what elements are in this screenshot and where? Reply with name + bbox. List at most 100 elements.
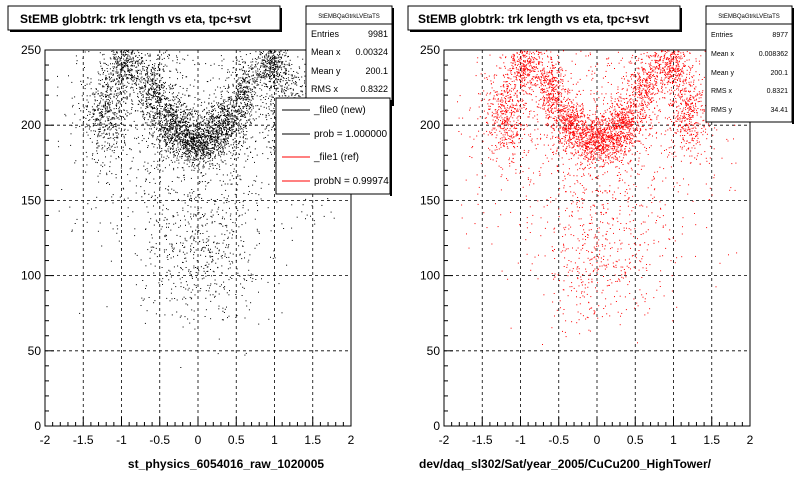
data-point — [189, 296, 191, 298]
data-point — [255, 87, 257, 89]
data-point — [234, 99, 236, 101]
data-point — [274, 88, 276, 90]
data-point — [118, 83, 119, 85]
data-point — [271, 50, 273, 52]
data-point — [215, 133, 217, 135]
data-point — [194, 147, 196, 149]
data-point — [198, 167, 200, 169]
data-point — [157, 197, 159, 199]
data-point — [206, 124, 208, 126]
data-point — [165, 51, 166, 53]
data-point — [208, 129, 210, 131]
data-point — [133, 65, 135, 67]
data-point — [104, 141, 106, 143]
data-point — [107, 118, 109, 120]
data-point — [186, 153, 188, 155]
data-point — [111, 50, 113, 52]
data-point — [217, 214, 219, 215]
data-point — [105, 64, 107, 65]
data-point — [83, 107, 85, 109]
data-point — [115, 115, 117, 117]
data-point — [108, 94, 110, 96]
data-point — [178, 162, 180, 164]
data-point — [259, 53, 261, 55]
data-point — [95, 207, 97, 209]
data-point — [235, 120, 237, 122]
data-point — [153, 94, 154, 96]
data-point — [163, 127, 165, 128]
data-point — [202, 153, 204, 155]
data-point — [94, 96, 96, 98]
data-point — [202, 225, 204, 227]
data-point — [291, 95, 293, 97]
data-point — [183, 247, 185, 248]
data-point — [152, 107, 154, 109]
data-point — [118, 110, 120, 112]
data-point — [162, 87, 164, 89]
data-point — [196, 158, 197, 160]
data-point — [179, 138, 181, 140]
data-point — [183, 144, 185, 146]
data-point — [205, 134, 207, 136]
data-point — [120, 71, 122, 73]
data-point — [229, 127, 231, 129]
data-point — [241, 70, 243, 72]
data-point — [254, 66, 256, 68]
data-point — [159, 96, 161, 98]
data-point — [187, 195, 189, 197]
data-point — [256, 230, 258, 232]
data-point — [180, 111, 182, 113]
data-point — [100, 170, 101, 172]
data-point — [130, 125, 132, 127]
data-point — [205, 148, 207, 150]
data-point — [212, 214, 214, 216]
data-point — [113, 70, 115, 72]
data-point — [273, 63, 275, 65]
data-point — [154, 79, 156, 81]
data-point — [277, 67, 279, 69]
data-point — [153, 69, 155, 70]
data-point — [200, 122, 202, 124]
data-point — [277, 78, 279, 80]
data-point — [57, 75, 58, 77]
data-point — [172, 144, 174, 146]
data-point — [95, 161, 97, 163]
data-point — [193, 116, 195, 118]
data-point — [221, 123, 223, 125]
data-point — [179, 251, 181, 253]
data-point — [122, 83, 124, 85]
data-point — [204, 141, 206, 143]
data-point — [153, 224, 155, 226]
data-point — [122, 78, 124, 80]
data-point — [202, 165, 204, 167]
data-point — [251, 78, 253, 80]
data-point — [120, 71, 122, 73]
data-point — [157, 138, 159, 140]
data-point — [184, 257, 186, 259]
data-point — [247, 103, 248, 104]
data-point — [135, 185, 137, 187]
data-point — [89, 138, 91, 139]
data-point — [153, 126, 155, 128]
data-point — [226, 117, 227, 118]
data-point — [221, 104, 223, 106]
data-point — [153, 302, 155, 304]
data-point — [219, 122, 221, 123]
data-point — [141, 63, 143, 65]
data-point — [149, 88, 151, 90]
data-point — [190, 213, 192, 215]
data-point — [221, 60, 223, 62]
data-point — [244, 90, 246, 92]
data-point — [244, 79, 246, 81]
data-point — [175, 112, 177, 114]
data-point — [237, 99, 238, 101]
data-point — [165, 118, 167, 120]
data-point — [109, 68, 111, 70]
data-point — [201, 248, 203, 250]
data-point — [237, 110, 239, 112]
data-point — [183, 177, 185, 179]
data-point — [168, 129, 170, 131]
data-point — [221, 218, 223, 220]
data-point — [216, 136, 218, 138]
